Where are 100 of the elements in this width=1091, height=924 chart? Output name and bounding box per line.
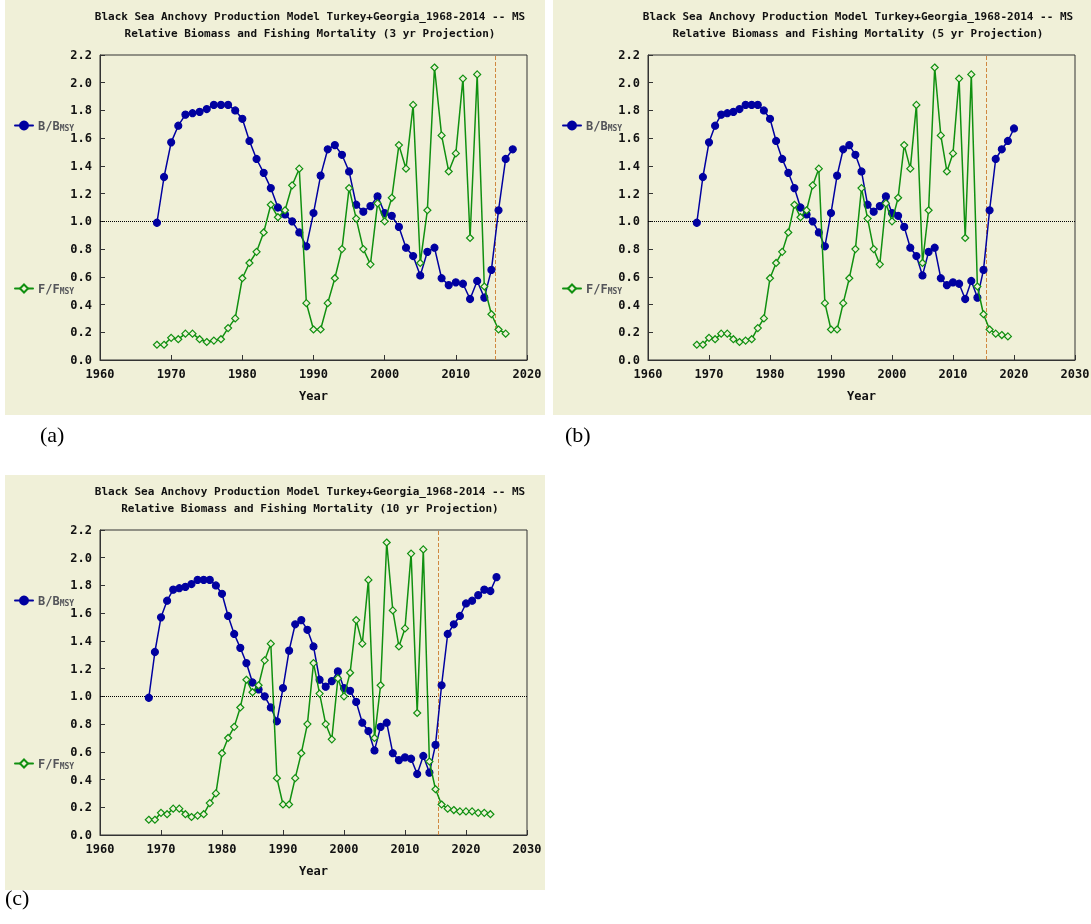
point: [979, 310, 988, 319]
point: [217, 589, 227, 598]
point: [796, 203, 805, 212]
point: [159, 340, 169, 349]
point: [784, 168, 793, 177]
point: [881, 192, 890, 201]
point: [238, 114, 247, 123]
point: [473, 276, 482, 286]
y-tick-label: 2.2: [618, 48, 640, 62]
point: [425, 757, 434, 766]
point: [906, 243, 915, 252]
point: [169, 804, 178, 813]
x-tick-label: 2010: [441, 367, 471, 381]
point: [887, 217, 897, 226]
y-tick-label: 1.6: [70, 131, 92, 146]
point: [814, 164, 823, 173]
point: [252, 154, 261, 164]
x-tick-label: 2020: [999, 367, 1029, 381]
point: [704, 138, 714, 147]
x-tick-label: 1990: [299, 367, 328, 381]
y-tick-label: 1.0: [618, 214, 640, 229]
point: [352, 214, 361, 223]
text: (c): [5, 885, 30, 911]
point: [188, 329, 197, 338]
point: [416, 271, 425, 280]
point: [711, 121, 720, 130]
point: [692, 218, 701, 227]
point: [163, 810, 172, 819]
point: [245, 136, 254, 146]
point: [174, 335, 183, 344]
point: [344, 167, 354, 176]
y-tick-label: 0.4: [70, 297, 92, 312]
point: [875, 202, 884, 211]
y-tick-label: 0.0: [70, 828, 92, 842]
point: [443, 629, 452, 639]
point: [181, 329, 190, 338]
point: [494, 206, 503, 215]
point: [295, 164, 304, 173]
point: [826, 208, 836, 218]
point: [230, 629, 239, 639]
y-tick-label: 1.2: [70, 661, 92, 676]
point: [808, 217, 817, 226]
point: [339, 692, 349, 701]
point: [309, 658, 318, 668]
point: [285, 800, 294, 809]
point: [778, 154, 787, 164]
point: [790, 200, 799, 209]
point: [759, 314, 768, 323]
x-tick-label: 1970: [694, 367, 724, 381]
point: [729, 335, 738, 344]
point: [985, 206, 994, 215]
x-tick-label: 2030: [512, 842, 542, 856]
point: [199, 810, 208, 819]
point: [242, 675, 251, 684]
point: [869, 207, 878, 216]
point: [346, 686, 355, 695]
point: [465, 294, 475, 304]
point: [486, 586, 495, 596]
x-axis-title: Year: [299, 389, 328, 403]
point: [912, 251, 921, 261]
point: [487, 265, 496, 274]
point: [419, 545, 428, 554]
x-tick-label: 2020: [512, 367, 542, 381]
point: [231, 106, 240, 115]
point: [187, 579, 196, 589]
point: [416, 258, 425, 268]
point: [217, 749, 227, 758]
x-tick-label: 1980: [755, 367, 785, 381]
x-tick-label: 1960: [633, 367, 663, 381]
y-tick-label: 0.4: [618, 297, 640, 312]
x-tick-label: 1970: [156, 367, 186, 381]
point: [711, 335, 720, 344]
point: [337, 244, 347, 254]
point: [295, 228, 304, 237]
point: [437, 131, 446, 140]
point: [1009, 124, 1019, 133]
point: [967, 70, 976, 79]
point: [753, 100, 762, 110]
y-tick-label: 1.0: [70, 214, 92, 229]
point: [174, 121, 183, 130]
point: [380, 217, 389, 226]
point: [394, 642, 403, 651]
point: [833, 171, 842, 180]
point: [508, 145, 517, 154]
x-tick-label: 1990: [268, 842, 298, 856]
point: [388, 749, 397, 758]
point: [316, 325, 325, 334]
point: [851, 244, 860, 254]
y-tick-label: 1.6: [70, 606, 92, 621]
point: [382, 718, 391, 727]
point: [704, 333, 714, 342]
y-tick-label: 0.6: [618, 269, 640, 284]
point: [216, 335, 226, 344]
point: [443, 804, 452, 813]
point: [364, 726, 373, 736]
chart-title: Black Sea Anchovy Production Model Turkey+Georgia_1968-2014 -- MS: [94, 10, 526, 23]
point: [156, 613, 166, 622]
point: [387, 211, 396, 220]
x-tick-label: 1980: [207, 842, 237, 856]
point: [458, 279, 468, 288]
